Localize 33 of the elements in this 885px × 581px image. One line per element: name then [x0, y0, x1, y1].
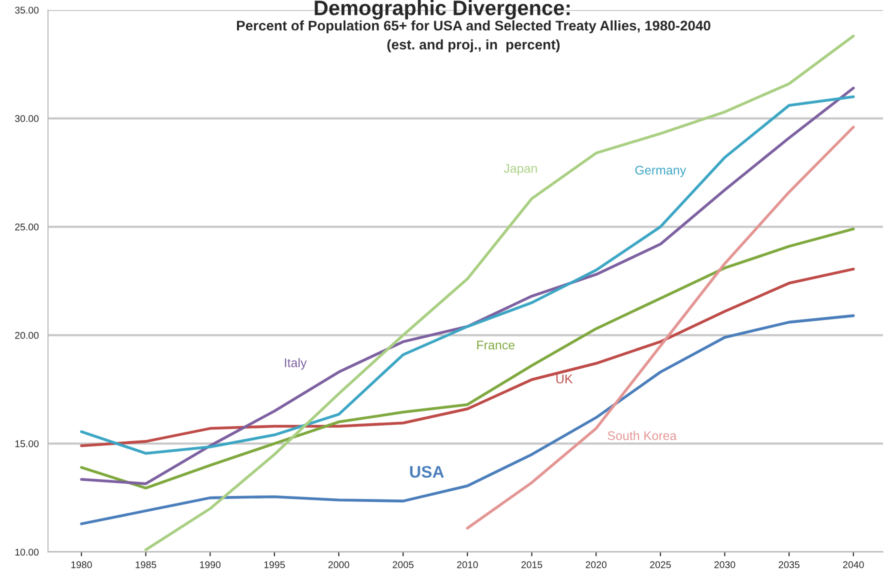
x-tick-label: 2005: [392, 561, 414, 568]
x-tick-label: 1985: [136, 561, 156, 568]
x-tick-label: 2010: [457, 561, 478, 568]
series-label: Italy: [284, 358, 307, 370]
line-series: [80, 268, 855, 448]
x-tick-label: 1980: [71, 561, 92, 568]
line-series: [466, 126, 855, 530]
text: Percent of Population 65+ for USA and Selected Treaty Allies, 1980-2040 (est. and proj., in percent): [237, 20, 710, 52]
x-tick-label: 2030: [714, 561, 736, 568]
x-tick-label: 2020: [586, 561, 607, 568]
series-label: Japan: [504, 164, 537, 176]
line-series: [144, 34, 855, 552]
series-label: France: [477, 340, 515, 350]
chart-title: Demographic Divergence:: [314, 0, 570, 20]
x-tick-label: 2000: [328, 561, 350, 568]
x-tick-label: 2025: [650, 561, 671, 568]
y-tick-label: 35.00: [15, 6, 39, 14]
x-tick-label: 2040: [843, 561, 864, 568]
y-tick-label: 25.00: [15, 224, 39, 230]
y-tick-label: 20.00: [15, 332, 39, 339]
series-label: USA: [410, 466, 444, 478]
x-tick-label: 2015: [521, 561, 542, 568]
line-series: [80, 314, 855, 526]
series-label: South Korea: [608, 430, 677, 440]
x-tick-label: 2035: [778, 561, 800, 568]
line-series: [80, 228, 855, 490]
x-tick-label: 1995: [264, 561, 285, 568]
series-label: Germany: [635, 166, 686, 178]
y-tick-label: 30.00: [15, 115, 39, 122]
y-tick-label: 10.00: [15, 548, 39, 556]
x-tick-label: 1990: [200, 561, 221, 568]
y-tick-label: 15.00: [15, 440, 39, 448]
series-label: UK: [556, 374, 573, 384]
